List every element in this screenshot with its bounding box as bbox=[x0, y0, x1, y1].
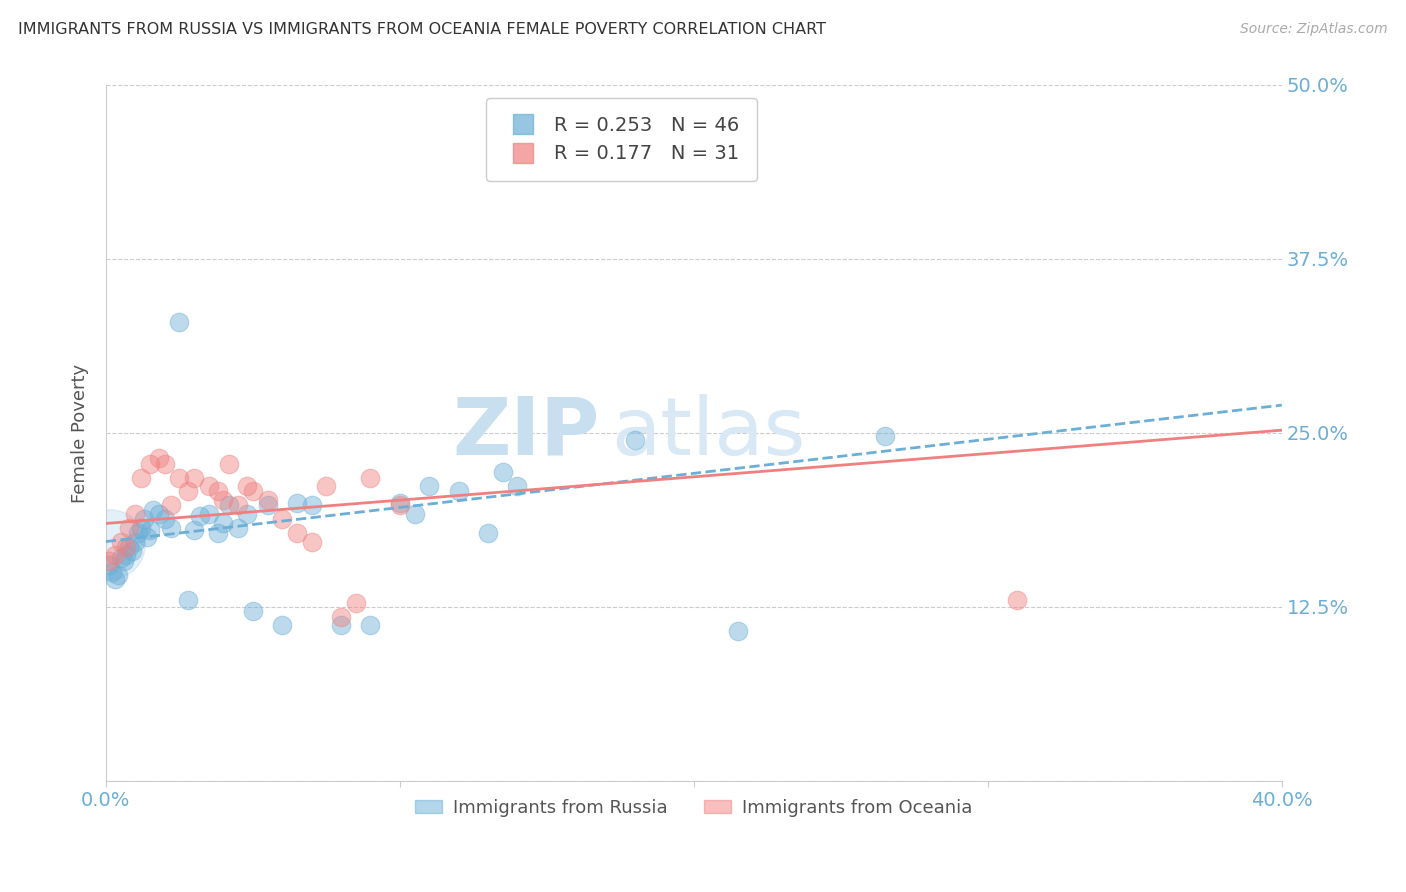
Point bbox=[388, 495, 411, 509]
Point bbox=[142, 502, 165, 516]
Point bbox=[212, 492, 235, 507]
Point bbox=[127, 526, 149, 541]
Point bbox=[506, 479, 529, 493]
Point bbox=[177, 593, 200, 607]
Point bbox=[136, 530, 159, 544]
Point bbox=[1007, 593, 1029, 607]
Point bbox=[242, 484, 264, 499]
Point bbox=[624, 433, 647, 447]
Point bbox=[98, 537, 121, 551]
Point bbox=[139, 457, 162, 471]
Point bbox=[301, 499, 323, 513]
Point bbox=[492, 465, 515, 479]
Point bbox=[97, 554, 120, 568]
Text: 31: 31 bbox=[728, 145, 755, 165]
Point bbox=[271, 512, 294, 526]
Text: 0.253: 0.253 bbox=[621, 116, 683, 135]
Point bbox=[124, 507, 146, 521]
Point bbox=[129, 521, 152, 535]
Point bbox=[212, 516, 235, 531]
Point bbox=[110, 551, 132, 566]
Point bbox=[198, 479, 221, 493]
Point bbox=[256, 492, 278, 507]
Point bbox=[177, 484, 200, 499]
Point bbox=[118, 521, 141, 535]
Point bbox=[183, 470, 205, 484]
Text: R =: R = bbox=[575, 116, 617, 135]
Point bbox=[344, 596, 367, 610]
Point bbox=[139, 524, 162, 538]
Point bbox=[148, 507, 170, 521]
Point bbox=[159, 521, 181, 535]
Text: IMMIGRANTS FROM RUSSIA VS IMMIGRANTS FROM OCEANIA FEMALE POVERTY CORRELATION CHA: IMMIGRANTS FROM RUSSIA VS IMMIGRANTS FRO… bbox=[18, 22, 827, 37]
Point bbox=[315, 479, 337, 493]
Point bbox=[218, 457, 240, 471]
Text: 46: 46 bbox=[728, 116, 755, 135]
Point bbox=[477, 526, 499, 541]
Point bbox=[218, 499, 240, 513]
Point bbox=[129, 470, 152, 484]
Point bbox=[112, 554, 135, 568]
Point bbox=[447, 484, 470, 499]
Text: Source: ZipAtlas.com: Source: ZipAtlas.com bbox=[1240, 22, 1388, 37]
Point bbox=[134, 512, 156, 526]
Point bbox=[236, 479, 259, 493]
Point bbox=[115, 540, 138, 554]
Point bbox=[236, 507, 259, 521]
Point bbox=[101, 565, 124, 579]
Point bbox=[727, 624, 749, 638]
Text: R =: R = bbox=[575, 145, 617, 165]
Point bbox=[360, 470, 382, 484]
Point bbox=[207, 484, 229, 499]
Point bbox=[153, 512, 176, 526]
Point bbox=[198, 507, 221, 521]
Y-axis label: Female Poverty: Female Poverty bbox=[72, 363, 89, 502]
Text: 0.177: 0.177 bbox=[621, 145, 683, 165]
Point bbox=[404, 507, 426, 521]
Point bbox=[285, 495, 308, 509]
Point bbox=[301, 534, 323, 549]
Point bbox=[226, 521, 249, 535]
Point bbox=[873, 429, 896, 443]
Point bbox=[330, 609, 353, 624]
Point bbox=[226, 499, 249, 513]
Point bbox=[256, 499, 278, 513]
Point bbox=[124, 534, 146, 549]
Legend: Immigrants from Russia, Immigrants from Oceania: Immigrants from Russia, Immigrants from … bbox=[408, 792, 980, 824]
Point bbox=[418, 479, 440, 493]
Point bbox=[242, 604, 264, 618]
Point bbox=[153, 457, 176, 471]
Text: atlas: atlas bbox=[612, 394, 806, 472]
Point bbox=[121, 544, 143, 558]
Point bbox=[104, 572, 127, 586]
Text: ZIP: ZIP bbox=[453, 394, 600, 472]
Point bbox=[104, 549, 127, 563]
Point bbox=[115, 549, 138, 563]
Text: N =: N = bbox=[681, 116, 737, 135]
Point bbox=[330, 618, 353, 632]
Point bbox=[183, 524, 205, 538]
Point bbox=[188, 509, 211, 524]
Point bbox=[271, 618, 294, 632]
Point bbox=[118, 540, 141, 554]
Point bbox=[388, 499, 411, 513]
Point bbox=[148, 450, 170, 465]
Point bbox=[159, 499, 181, 513]
Point bbox=[285, 526, 308, 541]
Point bbox=[110, 534, 132, 549]
Point bbox=[169, 315, 191, 329]
Point bbox=[107, 568, 129, 582]
Point bbox=[207, 526, 229, 541]
Text: N =: N = bbox=[681, 145, 737, 165]
Point bbox=[97, 558, 120, 573]
Point bbox=[169, 470, 191, 484]
Point bbox=[360, 618, 382, 632]
